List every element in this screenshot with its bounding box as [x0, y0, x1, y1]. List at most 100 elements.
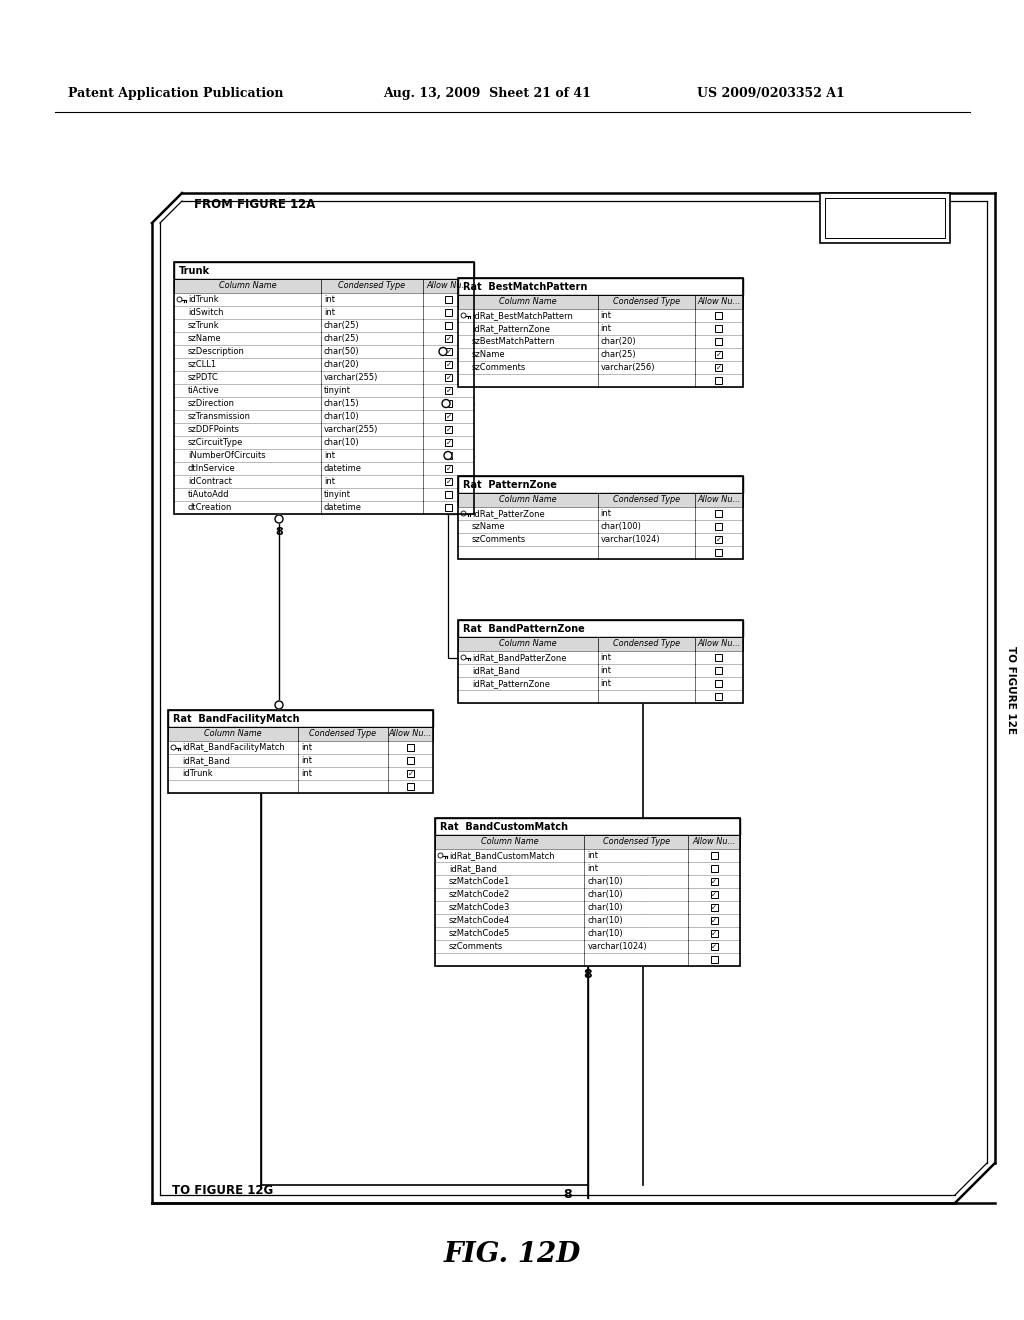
Text: szTrunk: szTrunk	[188, 321, 219, 330]
Bar	[458, 279, 743, 387]
Bar	[711, 917, 718, 924]
Text: szMatchCode5: szMatchCode5	[449, 929, 510, 939]
Bar	[445, 374, 452, 381]
Text: idRat_BestMatchPattern: idRat_BestMatchPattern	[472, 312, 572, 319]
Bar	[445, 504, 452, 511]
Text: int: int	[588, 851, 598, 861]
Text: szDescription: szDescription	[188, 347, 245, 356]
Text: char(15): char(15)	[324, 399, 359, 408]
Bar	[825, 198, 945, 238]
Text: Column Name: Column Name	[499, 639, 557, 648]
Text: idRat_Band: idRat_Band	[472, 667, 520, 675]
Bar	[716, 693, 722, 700]
Text: idContract: idContract	[188, 477, 231, 486]
Text: Rat  BestMatchPattern: Rat BestMatchPattern	[463, 281, 588, 292]
Bar	[716, 536, 722, 543]
Bar	[174, 422, 474, 436]
Text: int: int	[601, 510, 611, 517]
Text: Rat  PatternZone: Rat PatternZone	[463, 479, 557, 490]
Bar	[458, 348, 743, 360]
Text: 8: 8	[563, 1188, 571, 1201]
Bar	[458, 279, 743, 294]
Text: idRat_BandPatterZone: idRat_BandPatterZone	[472, 653, 566, 663]
Bar	[820, 193, 950, 243]
Text: szCircuitType: szCircuitType	[188, 438, 244, 447]
Bar	[458, 360, 743, 374]
Circle shape	[275, 515, 283, 523]
Text: tiAutoAdd: tiAutoAdd	[188, 490, 229, 499]
Text: char(25): char(25)	[324, 321, 359, 330]
Text: dtCreation: dtCreation	[188, 503, 232, 512]
Text: szMatchCode4: szMatchCode4	[449, 916, 510, 925]
Bar	[168, 710, 433, 793]
Text: idRat_Band: idRat_Band	[449, 865, 497, 873]
Bar	[716, 667, 722, 675]
Text: szBestMatchPattern: szBestMatchPattern	[472, 337, 555, 346]
Bar	[168, 767, 433, 780]
Bar	[435, 902, 740, 913]
Bar	[458, 620, 743, 704]
Bar	[716, 364, 722, 371]
Text: ✓: ✓	[445, 414, 452, 420]
Text: char(10): char(10)	[588, 876, 623, 886]
Text: int: int	[601, 667, 611, 675]
Bar	[174, 319, 474, 333]
Bar	[168, 741, 433, 754]
Text: datetime: datetime	[324, 503, 362, 512]
Bar	[168, 727, 433, 741]
Text: ✓: ✓	[445, 426, 452, 433]
Text: ✓: ✓	[408, 771, 414, 777]
Text: Condensed Type: Condensed Type	[603, 837, 670, 846]
Text: tinyint: tinyint	[324, 490, 351, 499]
Text: varchar(1024): varchar(1024)	[601, 535, 660, 544]
Bar	[174, 488, 474, 502]
Text: Condensed Type: Condensed Type	[612, 495, 680, 504]
Text: Column Name: Column Name	[499, 297, 557, 306]
Bar	[716, 338, 722, 345]
Text: Trunk: Trunk	[179, 265, 210, 276]
Text: char(10): char(10)	[588, 903, 623, 912]
Text: szComments: szComments	[449, 942, 503, 950]
Bar	[445, 335, 452, 342]
Text: ✓: ✓	[445, 388, 452, 393]
Text: ✓: ✓	[711, 944, 717, 950]
Bar	[435, 862, 740, 875]
Text: idRat_BandCustomMatch: idRat_BandCustomMatch	[449, 851, 555, 861]
Text: int: int	[301, 743, 312, 752]
Text: US 2009/0203352 A1: US 2009/0203352 A1	[697, 87, 845, 99]
Bar	[407, 770, 414, 777]
Bar	[711, 878, 718, 884]
Text: FROM FIGURE 12A: FROM FIGURE 12A	[194, 198, 315, 211]
Text: ✓: ✓	[445, 440, 452, 446]
Bar	[174, 306, 474, 319]
Text: int: int	[324, 477, 335, 486]
Text: TO FIGURE 12G: TO FIGURE 12G	[172, 1184, 273, 1197]
Bar	[445, 309, 452, 315]
Bar	[716, 351, 722, 358]
Text: char(20): char(20)	[324, 360, 359, 370]
Bar	[458, 309, 743, 322]
Bar	[458, 492, 743, 507]
Text: Column Name: Column Name	[204, 730, 262, 738]
Text: ✓: ✓	[711, 879, 717, 884]
Text: Condensed Type: Condensed Type	[309, 730, 377, 738]
Text: tiActive: tiActive	[188, 385, 220, 395]
Bar	[711, 865, 718, 873]
Bar	[174, 502, 474, 513]
Bar	[435, 875, 740, 888]
Bar	[407, 783, 414, 789]
Text: dtInService: dtInService	[188, 465, 236, 473]
Text: Aug. 13, 2009  Sheet 21 of 41: Aug. 13, 2009 Sheet 21 of 41	[383, 87, 591, 99]
Circle shape	[444, 451, 452, 459]
Text: ✓: ✓	[711, 892, 717, 898]
Text: Allow Nu...: Allow Nu...	[389, 730, 432, 738]
Text: Patent Application Publication: Patent Application Publication	[68, 87, 284, 99]
Text: ✓: ✓	[445, 337, 452, 342]
Bar	[711, 942, 718, 950]
Text: Condensed Type: Condensed Type	[612, 639, 680, 648]
Text: ✓: ✓	[445, 362, 452, 368]
Text: Condensed Type: Condensed Type	[612, 297, 680, 306]
Text: ✓: ✓	[716, 366, 722, 371]
Text: char(25): char(25)	[601, 350, 636, 359]
Bar	[711, 931, 718, 937]
